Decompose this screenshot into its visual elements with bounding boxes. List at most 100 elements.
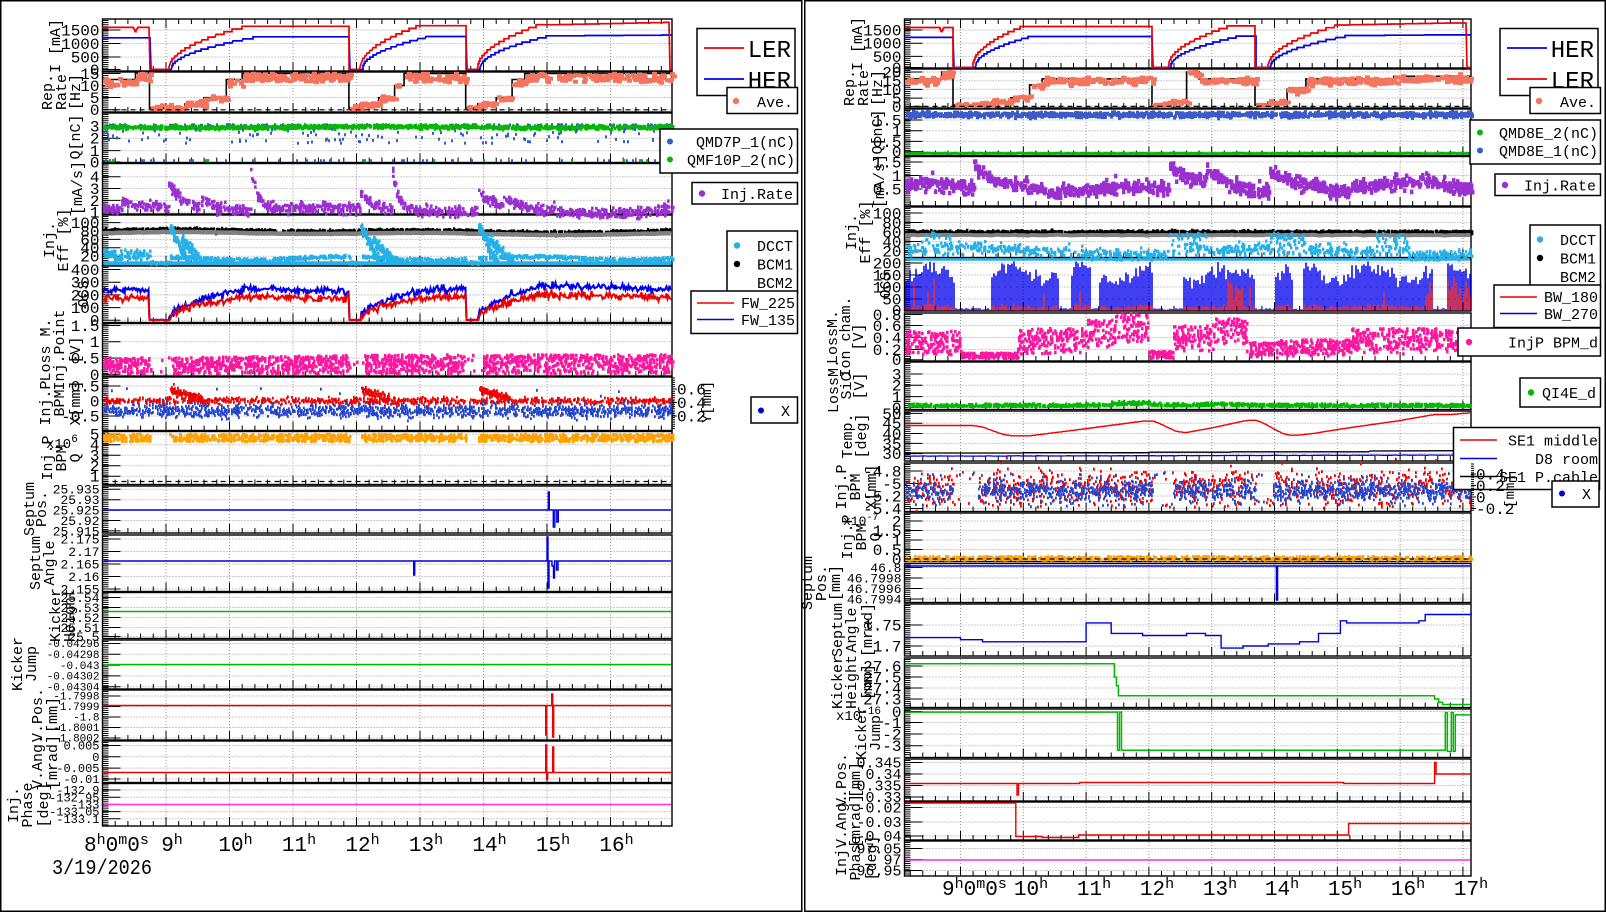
svg-text:9h0m0s: 9h0m0s	[942, 876, 1007, 902]
svg-text:0.5: 0.5	[71, 351, 100, 369]
svg-text:40: 40	[80, 240, 99, 258]
svg-text:1.5: 1.5	[873, 523, 902, 541]
svg-text:0: 0	[90, 393, 100, 411]
svg-text:Kicker: Kicker	[854, 706, 871, 760]
svg-text:BCM2: BCM2	[1560, 270, 1596, 287]
svg-text:25.51: 25.51	[60, 621, 99, 636]
svg-text:-132.95: -132.95	[49, 791, 99, 805]
svg-text:1: 1	[892, 532, 902, 550]
svg-text:Kicker: Kicker	[48, 588, 65, 642]
svg-text:0.6: 0.6	[873, 318, 902, 336]
svg-text:0.8: 0.8	[873, 307, 902, 325]
svg-text:2: 2	[90, 131, 100, 149]
svg-text:-1: -1	[882, 715, 901, 733]
svg-text:BW_180: BW_180	[1544, 290, 1598, 307]
svg-text:QMD8E_2(nC): QMD8E_2(nC)	[1499, 126, 1598, 143]
svg-text:400: 400	[71, 262, 100, 280]
svg-text:150: 150	[873, 267, 902, 285]
svg-text:-4.8: -4.8	[863, 463, 901, 481]
svg-text:1.5: 1.5	[873, 112, 902, 130]
svg-text:Inj.P: Inj.P	[38, 380, 55, 425]
svg-text:2.175: 2.175	[60, 532, 99, 547]
svg-text:1.75: 1.75	[863, 617, 901, 635]
svg-text:Phase: Phase	[848, 835, 865, 880]
svg-text:27.6: 27.6	[863, 658, 901, 676]
svg-text:Septum: Septum	[800, 556, 817, 610]
svg-text:Ave.: Ave.	[757, 95, 793, 112]
svg-text:15h: 15h	[536, 832, 570, 858]
svg-text:1: 1	[892, 168, 902, 186]
svg-text:80: 80	[882, 215, 901, 233]
svg-text:80: 80	[80, 223, 99, 241]
svg-text:60: 60	[80, 232, 99, 250]
svg-text:0.2: 0.2	[873, 342, 902, 360]
svg-text:60: 60	[882, 224, 901, 242]
svg-text:100: 100	[873, 279, 902, 297]
svg-text:V.Ang.: V.Ang.	[834, 794, 851, 848]
svg-text:14h: 14h	[1265, 876, 1299, 902]
svg-text:50: 50	[882, 291, 901, 309]
svg-text:300: 300	[71, 275, 100, 293]
svg-text:0.5: 0.5	[873, 181, 902, 199]
svg-text:10: 10	[80, 78, 99, 96]
svg-text:0: 0	[892, 400, 902, 418]
svg-text:46.8: 46.8	[870, 561, 901, 576]
svg-text:0.6: 0.6	[677, 382, 706, 400]
svg-text:Kicker: Kicker	[830, 655, 847, 709]
svg-text:[V]: [V]	[68, 336, 85, 363]
svg-text:40: 40	[882, 234, 901, 252]
svg-text:BCM1: BCM1	[1560, 252, 1596, 269]
svg-text:[deg]: [deg]	[864, 835, 881, 880]
svg-text:10: 10	[882, 82, 901, 100]
svg-text:5: 5	[90, 90, 100, 108]
svg-text:0.33: 0.33	[865, 790, 901, 807]
svg-text:200: 200	[873, 255, 902, 273]
svg-text:-0.01: -0.01	[63, 773, 99, 787]
svg-text:Ion cham.: Ion cham.	[838, 296, 855, 377]
svg-text:25.5: 25.5	[68, 630, 99, 645]
svg-text:-0.2: -0.2	[1476, 501, 1514, 519]
svg-text:1000: 1000	[61, 36, 99, 54]
svg-text:1500: 1500	[863, 22, 901, 40]
svg-text:Septum: Septum	[22, 482, 39, 536]
svg-text:3/19/2026: 3/19/2026	[52, 858, 152, 881]
svg-text:0: 0	[90, 62, 100, 80]
svg-text:Inj.Point: Inj.Point	[52, 309, 69, 390]
svg-text:5: 5	[892, 91, 902, 109]
svg-text:0: 0	[892, 704, 902, 722]
svg-text:46.7998: 46.7998	[847, 571, 902, 586]
svg-text:-0.04: -0.04	[856, 829, 901, 846]
svg-text:Septum: Septum	[830, 603, 847, 657]
svg-text:25.92: 25.92	[60, 514, 99, 529]
svg-text:[deg]: [deg]	[36, 782, 53, 827]
svg-text:1: 1	[90, 205, 100, 223]
svg-text:V.Pos.: V.Pos.	[30, 688, 47, 742]
svg-text:FW_225: FW_225	[741, 296, 795, 313]
svg-text:Inj.: Inj.	[834, 840, 851, 876]
svg-text:40: 40	[882, 426, 901, 444]
svg-text:1: 1	[90, 469, 100, 487]
svg-text:DCCT: DCCT	[1560, 233, 1596, 250]
svg-text:1000: 1000	[863, 36, 901, 54]
svg-text:20: 20	[80, 249, 99, 267]
svg-text:[mA/s]: [mA/s]	[70, 161, 87, 215]
svg-text:20: 20	[882, 243, 901, 261]
svg-text:Inj.: Inj.	[6, 787, 23, 823]
svg-text:2.16: 2.16	[68, 570, 99, 585]
svg-text:8h0m0s: 8h0m0s	[84, 832, 149, 858]
svg-text:[mrad]: [mrad]	[860, 603, 877, 657]
svg-text:Kicker: Kicker	[10, 637, 27, 691]
svg-text:-0.04302: -0.04302	[47, 672, 100, 684]
svg-text:BPM: BPM	[52, 389, 69, 416]
svg-text:3: 3	[90, 118, 100, 136]
svg-text:InjP BPM_d: InjP BPM_d	[1508, 336, 1598, 353]
svg-text:500: 500	[873, 49, 902, 67]
svg-text:2: 2	[90, 458, 100, 476]
svg-text:Rep.: Rep.	[40, 74, 57, 110]
svg-text:DCCT: DCCT	[757, 239, 793, 256]
svg-text:20: 20	[882, 64, 901, 82]
svg-text:0.4: 0.4	[873, 330, 902, 348]
svg-text:-1.7999: -1.7999	[53, 702, 99, 714]
svg-text:[Hz]: [Hz]	[68, 74, 85, 110]
svg-text:-1.8: -1.8	[73, 713, 99, 725]
